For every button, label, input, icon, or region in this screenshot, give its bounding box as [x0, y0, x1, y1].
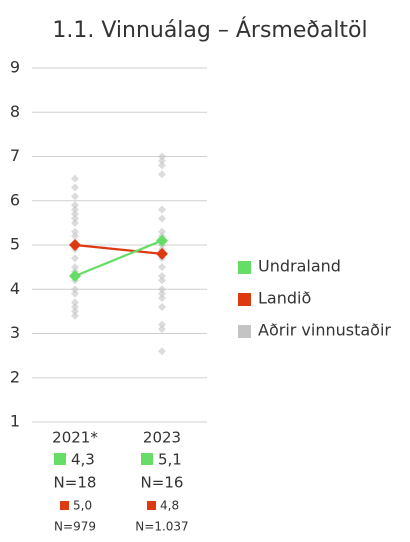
other-workplace-point [71, 298, 79, 307]
legend-label: Landið [258, 289, 311, 308]
series-point [156, 247, 168, 260]
other-workplace-point [158, 325, 166, 334]
n-label: N=979 [54, 520, 96, 534]
legend-label: Undraland [258, 257, 341, 276]
y-tick-label: 9 [10, 58, 20, 77]
legend-swatch [141, 453, 153, 465]
other-workplace-point [158, 227, 166, 236]
other-workplace-point [71, 183, 79, 192]
legend-swatch [238, 261, 251, 274]
series-line [74, 239, 163, 277]
y-tick-label: 3 [10, 323, 20, 342]
other-workplace-point [158, 289, 166, 298]
series-point [69, 269, 81, 282]
legend-swatch [147, 501, 156, 510]
other-workplace-point [158, 170, 166, 179]
other-workplace-point [71, 263, 79, 272]
other-workplace-point [71, 302, 79, 311]
other-workplace-point [158, 214, 166, 223]
other-workplace-point [158, 276, 166, 285]
other-workplace-point [71, 210, 79, 219]
other-workplace-point [71, 201, 79, 210]
other-workplace-point [158, 302, 166, 311]
legend-swatch [54, 453, 66, 465]
other-workplace-point [158, 156, 166, 165]
y-tick-label: 5 [10, 235, 20, 254]
other-workplace-point [71, 227, 79, 236]
x-tick-label: 2023 [143, 429, 181, 447]
other-workplace-point [71, 254, 79, 263]
other-workplace-point [158, 285, 166, 294]
value-label: 5,1 [158, 451, 182, 469]
y-tick-label: 4 [10, 279, 20, 298]
value-label: 4,3 [71, 451, 95, 469]
series-line [74, 243, 163, 255]
other-workplace-point [71, 311, 79, 320]
y-tick-label: 2 [10, 367, 20, 386]
other-workplace-point [71, 192, 79, 201]
other-workplace-point [158, 263, 166, 272]
series-point [69, 239, 81, 251]
x-tick-label: 2021* [52, 429, 98, 447]
value-label: 4,8 [160, 499, 179, 513]
legend-swatch [238, 293, 251, 306]
other-workplace-point [158, 347, 166, 356]
other-workplace-point [71, 214, 79, 223]
other-workplace-point [158, 320, 166, 329]
n-label: N=1.037 [135, 520, 188, 534]
n-label: N=16 [141, 474, 184, 492]
legend-swatch [238, 325, 251, 338]
other-workplace-point [71, 289, 79, 298]
other-workplace-point [71, 307, 79, 316]
y-tick-label: 6 [10, 190, 20, 209]
other-workplace-point [71, 174, 79, 183]
legend-label: Aðrir vinnustaðir [258, 321, 391, 340]
y-tick-label: 8 [10, 102, 20, 121]
legend-swatch [60, 501, 69, 510]
other-workplace-point [158, 161, 166, 170]
y-tick-label: 7 [10, 146, 20, 165]
chart-title: 1.1. Vinnuálag – Ársmeðaltöl [52, 17, 367, 43]
other-workplace-point [158, 271, 166, 280]
y-tick-label: 1 [10, 412, 20, 431]
series-point [156, 234, 168, 247]
other-workplace-point [71, 218, 79, 227]
other-workplace-point [71, 205, 79, 214]
value-label: 5,0 [73, 499, 92, 513]
other-workplace-point [158, 152, 166, 161]
other-workplace-point [71, 232, 79, 241]
n-label: N=18 [54, 474, 97, 492]
other-workplace-point [158, 205, 166, 214]
other-workplace-point [158, 294, 166, 303]
other-workplace-point [71, 285, 79, 294]
